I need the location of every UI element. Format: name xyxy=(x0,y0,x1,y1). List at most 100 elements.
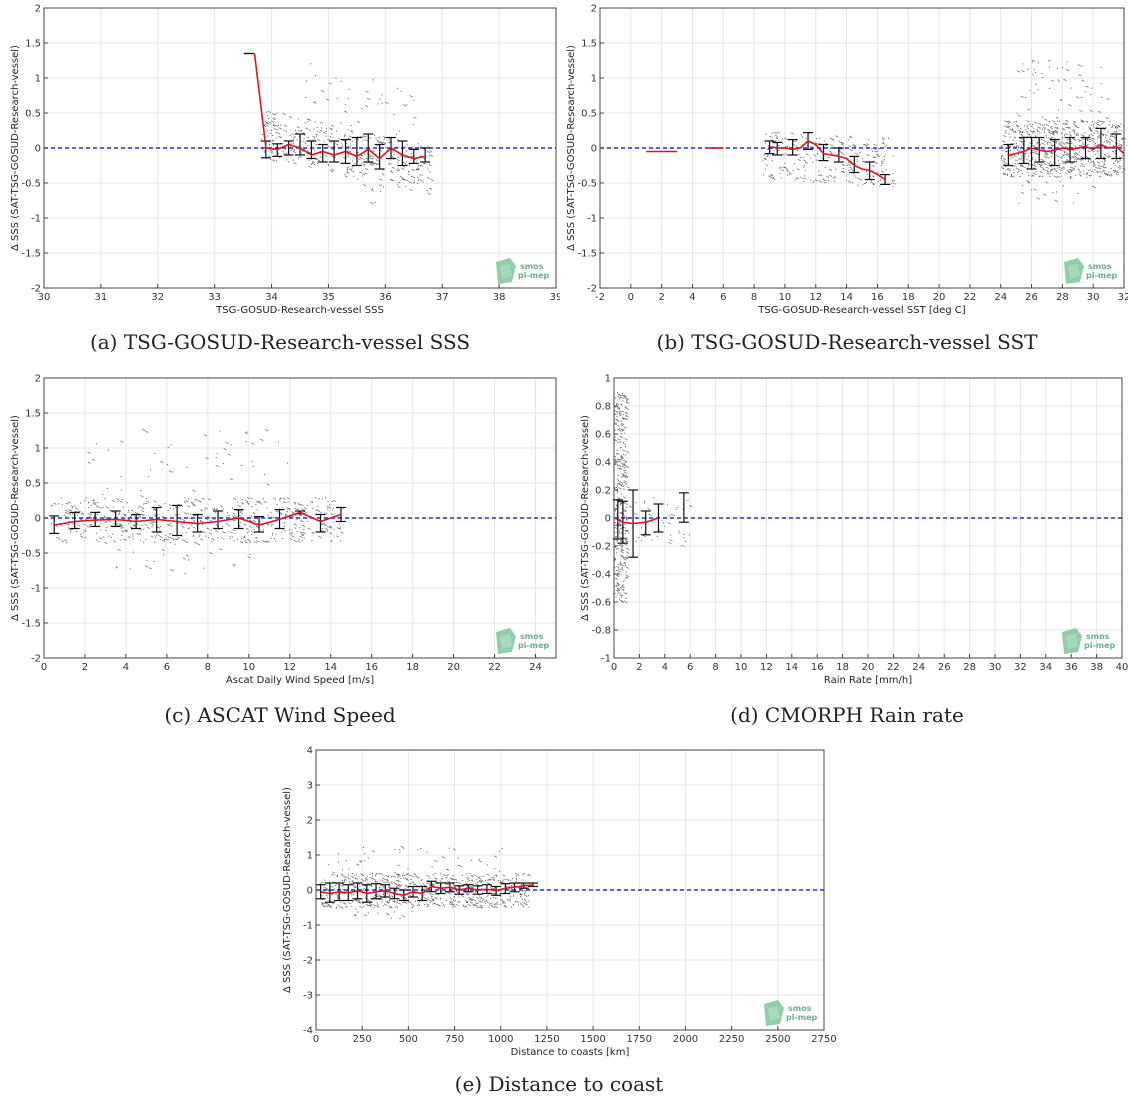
scatter-point xyxy=(1024,153,1026,155)
scatter-point xyxy=(1072,129,1076,132)
scatter-point xyxy=(625,598,627,600)
scatter-point xyxy=(398,169,400,171)
scatter-point xyxy=(232,563,236,566)
scatter-point xyxy=(322,131,327,134)
scatter-point xyxy=(1065,142,1069,145)
scatter-point xyxy=(1119,165,1121,167)
scatter-point xyxy=(401,875,403,877)
scatter-point xyxy=(622,418,624,420)
x-tick-label: 0 xyxy=(611,662,617,673)
scatter-point xyxy=(393,114,395,116)
scatter-point xyxy=(503,904,508,907)
scatter-point xyxy=(411,176,413,178)
scatter-point xyxy=(1024,129,1026,131)
scatter-point xyxy=(1016,172,1018,174)
scatter-point xyxy=(303,134,305,136)
scatter-point xyxy=(835,168,837,170)
scatter-point xyxy=(1045,141,1049,144)
scatter-point xyxy=(1022,63,1024,65)
scatter-point xyxy=(426,874,430,878)
scatter-point xyxy=(390,875,392,877)
scatter-point xyxy=(1094,164,1096,166)
scatter-point xyxy=(618,414,622,417)
scatter-point xyxy=(402,874,406,877)
scatter-point xyxy=(477,877,481,880)
scatter-point xyxy=(138,515,142,518)
scatter-point xyxy=(840,141,845,144)
scatter-point xyxy=(873,183,875,185)
scatter-point xyxy=(328,504,330,506)
scatter-point xyxy=(304,142,306,144)
scatter-point xyxy=(623,463,625,465)
scatter-point xyxy=(96,443,98,445)
scatter-point xyxy=(1070,87,1072,89)
scatter-point xyxy=(470,879,472,881)
scatter-point xyxy=(494,874,498,877)
scatter-point xyxy=(321,894,323,896)
scatter-point xyxy=(824,166,826,168)
scatter-point xyxy=(434,893,436,895)
scatter-point xyxy=(215,512,217,514)
scatter-point xyxy=(1028,155,1030,157)
scatter-point xyxy=(1089,128,1091,130)
scatter-point xyxy=(1048,66,1050,68)
scatter-point xyxy=(622,464,624,466)
scatter-point xyxy=(373,890,375,892)
scatter-point xyxy=(1078,173,1080,175)
scatter-point xyxy=(1018,202,1020,204)
y-tick-label: 0.4 xyxy=(595,458,611,469)
scatter-point xyxy=(871,165,876,168)
scatter-point xyxy=(256,540,260,543)
scatter-point xyxy=(266,125,268,127)
scatter-point xyxy=(279,498,281,500)
scatter-point xyxy=(617,567,621,571)
scatter-point xyxy=(152,524,154,526)
scatter-point xyxy=(430,188,432,190)
scatter-point xyxy=(474,883,479,886)
y-tick-label: 0.5 xyxy=(581,109,597,120)
scatter-point xyxy=(862,158,864,160)
chart-c: 0 2 4 6 8 10 12 14 16 18 20 22 24-2-1.5-1-0.500.511.… xyxy=(10,374,557,686)
scatter-point xyxy=(348,881,350,883)
scatter-point xyxy=(190,513,192,515)
y-tick-label: -1.5 xyxy=(21,249,41,260)
scatter-point xyxy=(396,133,398,135)
scatter-point xyxy=(1085,156,1090,159)
scatter-point xyxy=(298,155,303,159)
scatter-point xyxy=(1056,142,1058,144)
scatter-point xyxy=(286,510,288,512)
scatter-point xyxy=(394,872,396,874)
scatter-point xyxy=(342,884,344,886)
scatter-point xyxy=(340,122,342,124)
scatter-point xyxy=(1005,132,1007,134)
scatter-point xyxy=(1048,164,1050,166)
scatter-point xyxy=(271,139,275,142)
scatter-point xyxy=(478,860,483,863)
scatter-point xyxy=(188,527,190,529)
scatter-point xyxy=(623,496,627,499)
scatter-point xyxy=(271,524,273,526)
scatter-point xyxy=(619,411,621,413)
scatter-point xyxy=(167,510,169,512)
scatter-point xyxy=(823,140,825,142)
scatter-point xyxy=(525,900,527,902)
scatter-point xyxy=(625,407,630,411)
scatter-point xyxy=(1090,169,1092,171)
scatter-point xyxy=(91,458,95,461)
scatter-point xyxy=(356,891,358,893)
scatter-point xyxy=(340,874,342,876)
scatter-point xyxy=(623,396,627,399)
scatter-point xyxy=(828,168,833,171)
scatter-point xyxy=(883,156,885,158)
scatter-point xyxy=(615,589,619,592)
scatter-point xyxy=(296,531,298,533)
scatter-point xyxy=(1009,122,1011,124)
scatter-point xyxy=(1087,159,1089,161)
scatter-point xyxy=(486,896,488,898)
scatter-point xyxy=(1032,73,1034,75)
scatter-point xyxy=(372,872,374,874)
scatter-point xyxy=(847,180,852,183)
scatter-point xyxy=(1070,141,1072,143)
scatter-point xyxy=(1075,146,1077,148)
scatter-point xyxy=(635,540,637,542)
